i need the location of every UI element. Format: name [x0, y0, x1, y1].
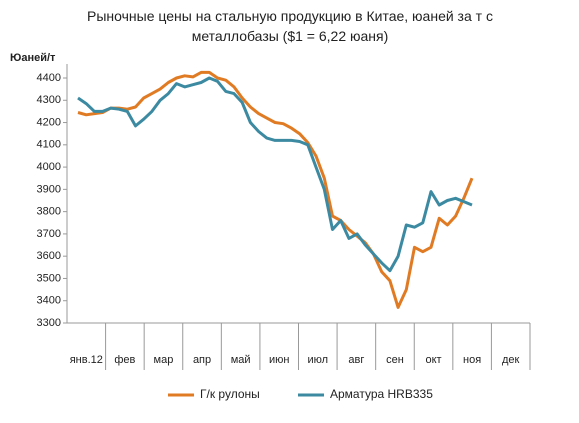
y-tick-label: 3700	[37, 228, 61, 240]
series-line	[77, 76, 473, 273]
y-axis-label: Юаней/т	[10, 52, 56, 64]
x-tick-label: апр	[193, 354, 211, 366]
y-tick-label: 3900	[37, 183, 61, 195]
x-tick-label: окт	[425, 354, 441, 366]
x-tick-label: дек	[502, 354, 520, 366]
x-tick-label: янв.12	[70, 354, 103, 366]
y-tick-label: 3600	[37, 250, 61, 262]
y-tick-label: 4000	[37, 161, 61, 173]
x-tick-label: июл	[308, 354, 329, 366]
x-tick-label: сен	[386, 354, 404, 366]
legend-label: Арматура HRB335	[330, 387, 433, 401]
chart-title: Рыночные цены на стальную продукцию в Ки…	[87, 8, 493, 44]
x-tick-label: ноя	[463, 354, 481, 366]
y-tick-label: 4100	[37, 139, 61, 151]
x-tick-label: мар	[154, 354, 174, 366]
y-tick-label: 3300	[37, 317, 61, 329]
x-tick-label: май	[231, 354, 251, 366]
y-tick-label: 4400	[37, 72, 61, 84]
y-tick-label: 3500	[37, 272, 61, 284]
y-tick-label: 4300	[37, 94, 61, 106]
series-line	[77, 70, 474, 309]
y-tick-label: 3800	[37, 206, 61, 218]
legend-label: Г/к рулоны	[200, 387, 260, 401]
y-tick-label: 3400	[37, 295, 61, 307]
x-tick-label: июн	[269, 354, 289, 366]
y-tick-label: 4200	[37, 116, 61, 128]
x-tick-label: фев	[114, 354, 135, 366]
x-tick-label: авг	[348, 354, 364, 366]
